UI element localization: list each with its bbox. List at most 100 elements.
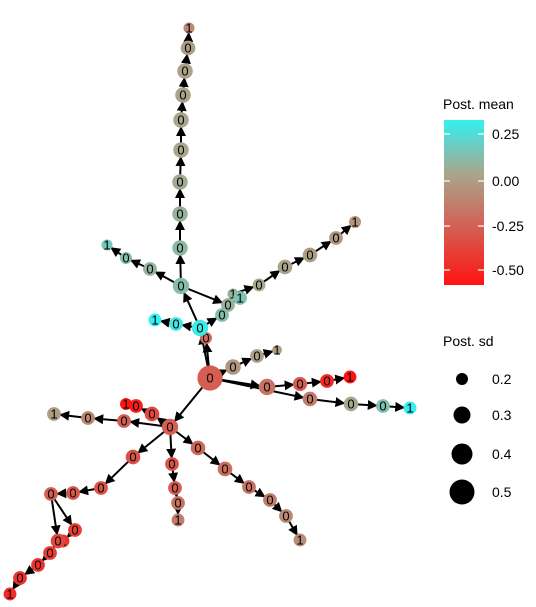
- node-label: 1: [273, 343, 280, 358]
- tree-node: [101, 239, 113, 251]
- node-label: 0: [379, 399, 386, 414]
- node-label: 0: [179, 88, 186, 103]
- tree-node: [125, 449, 141, 465]
- node-label: 0: [132, 399, 139, 414]
- node-label: 1: [6, 587, 13, 602]
- node-label: 0: [184, 41, 191, 56]
- node-label: 0: [148, 407, 155, 422]
- node-label: 0: [16, 571, 23, 586]
- node-label: 1: [151, 313, 158, 328]
- tree-node: [225, 359, 241, 375]
- tree-node: [263, 493, 277, 507]
- node-label: 0: [34, 558, 41, 573]
- node-label: 0: [177, 143, 184, 158]
- node-label: 0: [97, 481, 104, 496]
- size-tick-label: 0.5: [492, 484, 512, 500]
- node-label: 0: [120, 414, 127, 429]
- legend: Post. mean 0.25 0.00 -0.25 -0.50 Post. s…: [443, 96, 524, 505]
- node-label: 1: [229, 287, 236, 302]
- node-label: 0: [176, 207, 183, 222]
- node-label: 0: [255, 278, 262, 293]
- node-label: 0: [306, 392, 313, 407]
- node-label: 0: [263, 380, 270, 395]
- node-label: 0: [218, 308, 225, 323]
- node-label: 0: [229, 360, 236, 375]
- node-label: 0: [54, 534, 61, 549]
- tree-node: [44, 487, 58, 501]
- tree-node: [343, 370, 357, 384]
- tree-node: [258, 378, 276, 396]
- node-label: 1: [122, 397, 129, 412]
- edge-arrow: [209, 377, 305, 401]
- tree-node: [68, 523, 82, 537]
- node-label: 0: [177, 279, 184, 294]
- tree-node: [233, 291, 247, 305]
- node-label: 0: [174, 496, 181, 511]
- color-legend-bar: [444, 120, 484, 285]
- node-label: 1: [406, 401, 413, 416]
- tree-node: [168, 481, 182, 495]
- color-legend-ticks: 0.25 0.00 -0.25 -0.50: [444, 126, 524, 278]
- node-label: 0: [177, 113, 184, 128]
- node-label: 0: [194, 441, 201, 456]
- tree-node: [120, 252, 132, 264]
- tree-node: [171, 513, 185, 527]
- tree-node: [47, 407, 61, 421]
- color-tick-label: 0.00: [492, 173, 519, 189]
- tree-node: [165, 457, 179, 471]
- tree-node: [252, 278, 266, 292]
- tree-node: [320, 374, 334, 388]
- node-label: 0: [129, 450, 136, 465]
- node-label: 0: [47, 487, 54, 502]
- tree-node: [120, 398, 132, 410]
- node-label: 0: [202, 331, 209, 346]
- tree-node: [277, 259, 293, 275]
- size-legend-dot-2: [451, 443, 473, 465]
- tree-node: [217, 461, 233, 477]
- size-legend-dot-3: [449, 479, 475, 505]
- tree-node: [197, 365, 223, 391]
- size-legend-title: Post. sd: [443, 333, 494, 349]
- tree-node: [144, 406, 160, 422]
- tree-node: [50, 533, 66, 549]
- tree-node: [143, 262, 157, 276]
- node-label: 1: [103, 238, 110, 253]
- size-tick-label: 0.4: [492, 446, 512, 462]
- tree-node: [183, 22, 195, 34]
- tree-node: [177, 63, 193, 79]
- node-label: 0: [146, 262, 153, 277]
- tree-node: [31, 558, 45, 572]
- node-label: 0: [166, 420, 173, 435]
- color-tick-label: -0.25: [492, 218, 524, 234]
- tree-node: [302, 247, 318, 263]
- node-label: 1: [50, 407, 57, 422]
- tree-node: [66, 486, 80, 500]
- tree-node: [172, 174, 188, 190]
- tree-node: [173, 142, 189, 158]
- tree-node: [279, 509, 293, 523]
- size-legend-dot-1: [453, 406, 471, 424]
- node-label: 0: [332, 231, 339, 246]
- color-tick-label: -0.50: [492, 262, 524, 278]
- tree-node: [173, 112, 189, 128]
- tree-node: [81, 411, 95, 425]
- node-label: 0: [306, 248, 313, 263]
- tree-node: [94, 481, 108, 495]
- tree-node: [117, 414, 131, 428]
- node-label: 0: [206, 371, 213, 386]
- tree-node: [343, 396, 359, 412]
- tree-node: [13, 571, 27, 585]
- tree-node: [242, 480, 256, 494]
- tree-node: [302, 391, 318, 407]
- node-label: 1: [236, 291, 243, 306]
- node-label: 0: [71, 523, 78, 538]
- tree-node: [172, 206, 188, 222]
- node-label: 1: [351, 215, 358, 230]
- tree-node: [43, 546, 57, 560]
- tree-node: [292, 376, 308, 392]
- color-legend-title: Post. mean: [443, 96, 514, 112]
- node-label: 0: [196, 321, 203, 336]
- node-label: 0: [323, 374, 330, 389]
- node-label: 0: [347, 397, 354, 412]
